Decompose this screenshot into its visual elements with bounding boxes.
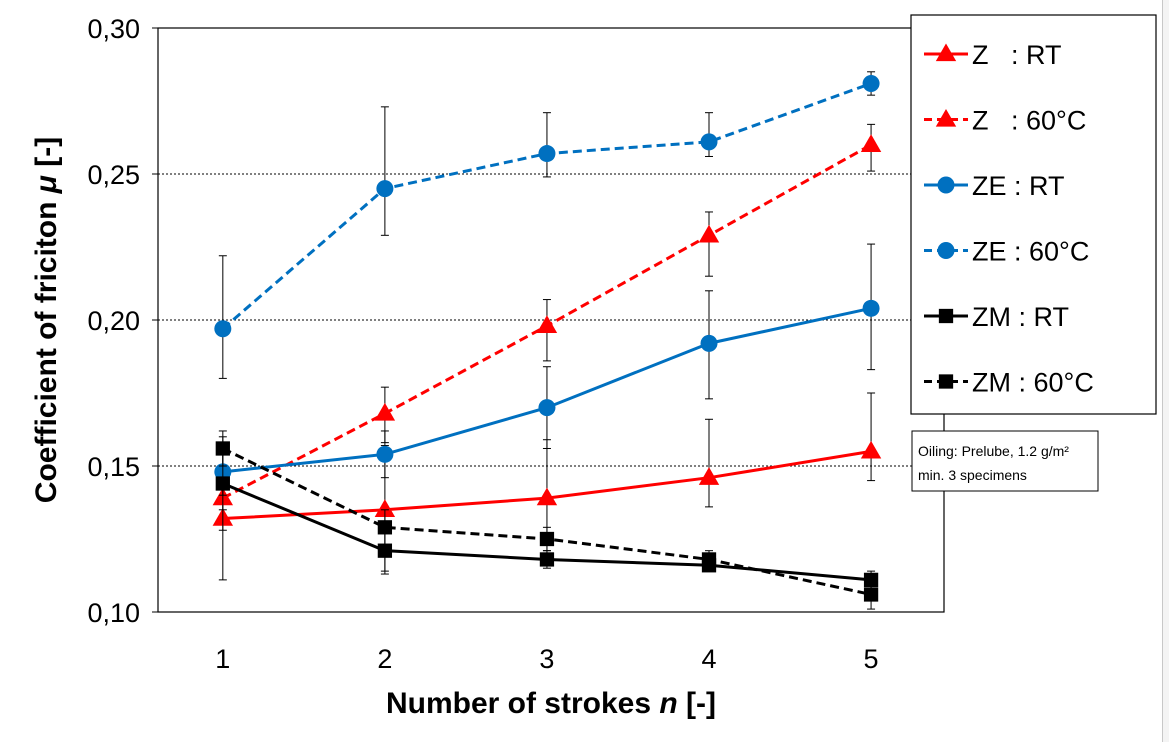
y-tick-label: 0,20	[87, 306, 140, 336]
data-point	[215, 441, 230, 456]
data-point	[376, 445, 394, 463]
data-point	[377, 543, 393, 558]
data-point	[700, 133, 718, 151]
data-point	[538, 399, 556, 417]
data-point	[377, 520, 393, 535]
data-point	[539, 552, 555, 567]
grid-lines	[158, 173, 944, 467]
data-point	[701, 552, 717, 567]
window-edge	[1162, 0, 1169, 742]
series-layer	[212, 71, 882, 610]
x-axis-title: Number of strokes n [-]	[386, 687, 716, 720]
data-point	[860, 440, 882, 459]
legend-label: ZE : RT	[972, 171, 1065, 201]
y-tick-label: 0,30	[87, 14, 140, 44]
legend	[910, 14, 1157, 415]
y-tick-label: 0,10	[87, 598, 140, 628]
data-point	[698, 467, 720, 485]
legend-label: Z : RT	[972, 40, 1062, 70]
data-point	[536, 315, 558, 333]
data-point	[700, 334, 718, 352]
data-point	[539, 531, 555, 547]
legend-label: ZE : 60°C	[972, 237, 1089, 267]
data-point	[376, 180, 394, 198]
x-tick-label: 1	[215, 644, 230, 674]
x-tick-label: 3	[539, 644, 554, 674]
series-5	[215, 430, 879, 610]
data-point	[863, 572, 879, 588]
legend-marker	[935, 108, 957, 127]
data-point	[860, 134, 882, 152]
annotation-box	[911, 430, 1099, 492]
legend-marker	[938, 308, 954, 324]
legend-marker	[937, 242, 955, 259]
data-point	[863, 587, 879, 602]
annotation-line-2: min. 3 specimens	[918, 467, 1027, 483]
y-axis-title: Coefficient of friciton μ [-]	[30, 137, 63, 503]
data-point	[538, 145, 556, 163]
data-point	[374, 499, 396, 517]
data-point	[374, 402, 396, 421]
data-point	[215, 476, 230, 491]
legend-marker	[935, 43, 957, 62]
legend-label: ZM : 60°C	[972, 368, 1094, 398]
y-axis-ticks: 0,10 0,15 0,20 0,25 0,30	[87, 14, 158, 628]
series-3	[214, 71, 880, 379]
y-tick-label: 0,15	[87, 452, 140, 482]
legend-label: ZM : RT	[972, 302, 1069, 332]
legend-marker	[938, 374, 954, 389]
data-point	[698, 224, 720, 243]
y-tick-label: 0,25	[87, 160, 140, 190]
series-2	[214, 243, 880, 496]
x-tick-label: 4	[701, 644, 716, 674]
legend-marker	[937, 176, 955, 194]
legend-label: Z : 60°C	[972, 106, 1086, 136]
data-point	[862, 299, 880, 317]
annotation-line-1: Oiling: Prelube, 1.2 g/m²	[918, 443, 1069, 459]
data-point	[214, 320, 232, 338]
x-tick-label: 5	[864, 644, 879, 674]
legend-items: Z : RT Z : 60°C ZE : RT ZE : 60°C ZM : RT ZM …	[924, 40, 1094, 398]
data-point	[862, 74, 880, 92]
data-point	[536, 487, 558, 506]
x-axis-ticks: 1 2 3 4 5	[215, 644, 878, 674]
x-tick-label: 2	[377, 644, 392, 674]
